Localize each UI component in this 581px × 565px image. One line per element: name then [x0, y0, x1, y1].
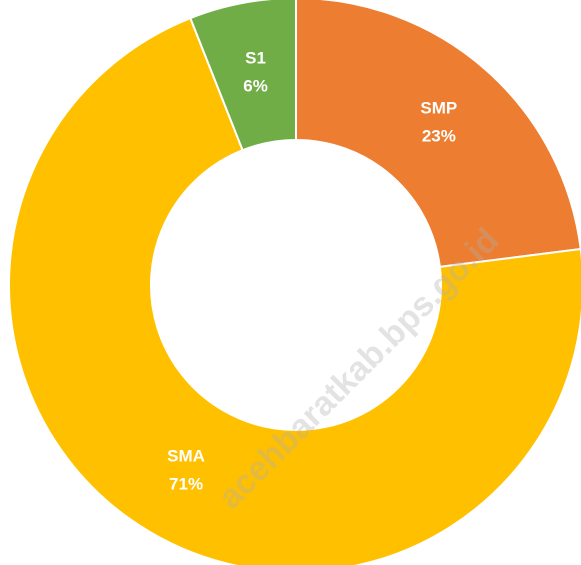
- labels: SMP 23% SMA 71% S1 6%: [167, 48, 457, 493]
- slice: [295, 0, 581, 268]
- slice-value-label: 23%: [422, 126, 456, 145]
- slice: [189, 0, 297, 152]
- slices: [8, 0, 581, 565]
- slice-category: S1: [245, 48, 266, 67]
- slice-value-label: 71%: [169, 474, 203, 493]
- slice-value-label: 6%: [243, 76, 268, 95]
- slice: [8, 16, 581, 565]
- slice-category: SMP: [420, 98, 457, 117]
- slice-category: SMA: [167, 446, 205, 465]
